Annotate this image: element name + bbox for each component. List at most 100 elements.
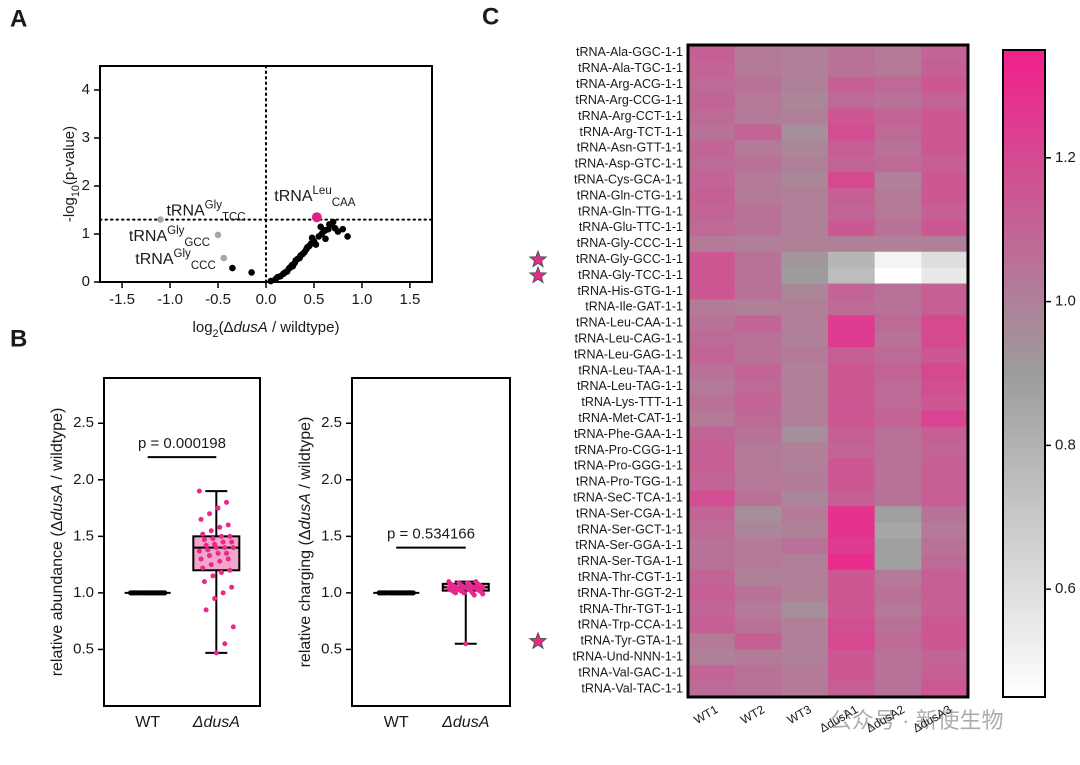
x-tick-label: WT xyxy=(384,714,409,731)
heatmap-cell xyxy=(781,426,829,444)
label-part: / wildtype) xyxy=(297,417,314,493)
heatmap-cell xyxy=(734,331,782,348)
heatmap-cell xyxy=(688,331,736,348)
row-label: tRNA-Lys-TTT-1-1 xyxy=(581,395,683,409)
heatmap-cell xyxy=(734,601,782,618)
heatmap-cell xyxy=(734,506,782,523)
row-label: tRNA-SeC-TCA-1-1 xyxy=(573,491,683,505)
heatmap-cell xyxy=(921,681,969,698)
heatmap-cell xyxy=(781,442,829,459)
point xyxy=(210,536,216,542)
heatmap-cell xyxy=(874,60,922,78)
heatmap-cell xyxy=(734,108,782,126)
label-part: log xyxy=(193,319,213,336)
row-label: tRNA-Tyr-GTA-1-1 xyxy=(580,634,683,648)
point xyxy=(308,234,316,242)
label-part: relative charging (Δ xyxy=(297,529,314,667)
label-part: tRNA xyxy=(129,228,168,245)
heatmap-cell xyxy=(828,299,876,316)
point xyxy=(224,550,230,556)
heatmap-cell xyxy=(781,363,829,380)
heatmap-cell xyxy=(921,665,969,682)
point xyxy=(461,590,467,596)
heatmap-cell xyxy=(781,299,829,316)
heatmap-cell xyxy=(734,490,782,507)
point xyxy=(208,562,214,568)
heatmap-cell xyxy=(921,585,969,603)
row-label: tRNA-Trp-CCA-1-1 xyxy=(578,618,683,632)
x-tick-label: ΔdusA xyxy=(192,714,240,731)
label-part: CAA xyxy=(332,197,356,209)
label-part: / wildtype) xyxy=(268,319,340,336)
heatmap-cell xyxy=(734,569,782,587)
heatmap-cell xyxy=(734,681,782,698)
heatmap-cell xyxy=(781,347,829,364)
heatmap-cell xyxy=(781,156,829,173)
heatmap-cell xyxy=(781,378,829,396)
heatmap-cell xyxy=(688,76,736,94)
heatmap-cell xyxy=(828,617,876,634)
heatmap-cell xyxy=(688,617,736,634)
heatmap-cell xyxy=(828,553,876,571)
label-part: CCC xyxy=(191,260,216,272)
heatmap-cell xyxy=(921,315,969,332)
heatmap-cell xyxy=(874,633,922,650)
heatmap-cell xyxy=(828,394,876,412)
heatmap-cell xyxy=(921,331,969,348)
row-label: tRNA-Ser-GCT-1-1 xyxy=(577,522,683,536)
point xyxy=(203,607,209,613)
row-label: tRNA-Ser-TGA-1-1 xyxy=(577,554,683,568)
row-label: tRNA-Glu-TTC-1-1 xyxy=(579,220,683,234)
heatmap-cell xyxy=(781,394,829,412)
point xyxy=(196,548,202,554)
heatmap-cell xyxy=(688,506,736,523)
x-axis-label: log2(ΔdusA / wildtype) xyxy=(193,319,340,340)
heatmap-cell xyxy=(828,665,876,682)
heatmap-cell xyxy=(874,394,922,412)
y-tick-label: 3 xyxy=(82,129,90,146)
heatmap-cell xyxy=(781,681,829,698)
row-label: tRNA-Cys-GCA-1-1 xyxy=(574,172,683,186)
y-axis-label: -log10(p-value) xyxy=(61,126,82,222)
heatmap-cell xyxy=(781,410,829,428)
label-part: 2 xyxy=(213,328,219,340)
point xyxy=(230,624,236,630)
row-label: tRNA-Gly-TCC-1-1 xyxy=(578,268,683,282)
y-tick-label: 2.0 xyxy=(73,471,94,488)
heatmap-cell xyxy=(688,410,736,428)
heatmap-cell xyxy=(688,474,736,491)
heatmap-cell xyxy=(874,172,922,189)
heatmap-cell xyxy=(688,124,736,141)
heatmap-cell xyxy=(921,363,969,380)
row-label: tRNA-Gln-TTG-1-1 xyxy=(578,204,683,218)
row-label: tRNA-Gly-CCC-1-1 xyxy=(577,236,683,250)
heatmap-frame xyxy=(686,43,970,699)
star-marker xyxy=(528,249,548,268)
heatmap-cell xyxy=(921,633,969,650)
heatmap-cell xyxy=(781,92,829,110)
point xyxy=(453,590,459,596)
x-tick-label: 1.5 xyxy=(400,291,421,308)
x-tick-label: -0.5 xyxy=(205,291,231,308)
heatmap-cell xyxy=(688,426,736,444)
heatmap-cell xyxy=(874,140,922,157)
y-tick-label: 1.5 xyxy=(73,527,94,544)
heatmap-cell xyxy=(688,140,736,157)
heatmap-cell xyxy=(781,219,829,237)
heatmap-cell xyxy=(921,410,969,428)
heatmap-cell xyxy=(688,649,736,666)
point xyxy=(480,591,486,597)
point xyxy=(225,522,231,528)
point xyxy=(145,590,151,596)
point xyxy=(220,590,226,596)
heatmap-cell xyxy=(828,267,876,285)
panel-label: B xyxy=(10,325,27,352)
point xyxy=(198,556,204,562)
point xyxy=(201,579,207,585)
heatmap-cell xyxy=(688,569,736,587)
plot-frame xyxy=(103,377,261,707)
point xyxy=(227,567,233,573)
heatmap-cell xyxy=(688,363,736,380)
row-label: tRNA-His-GTG-1-1 xyxy=(577,284,683,298)
